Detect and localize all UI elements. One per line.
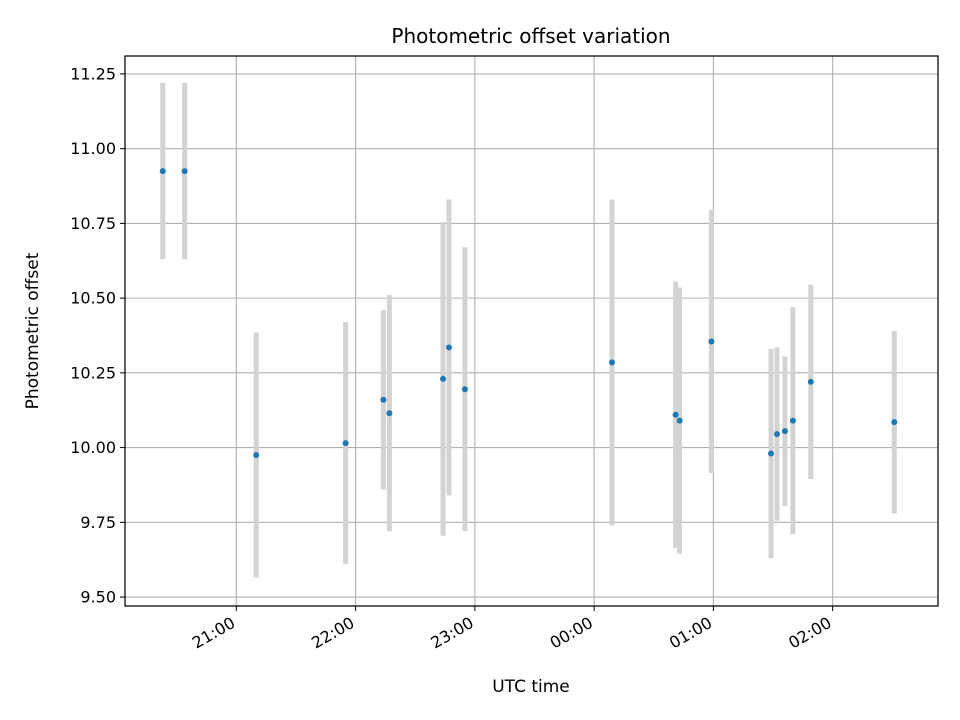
x-tick-label: 23:00 xyxy=(427,613,476,653)
data-point xyxy=(609,359,616,366)
data-point xyxy=(672,411,679,418)
data-point xyxy=(708,338,715,345)
data-point xyxy=(768,450,775,457)
x-tick-label: 01:00 xyxy=(666,613,715,653)
y-tick-label: 11.00 xyxy=(70,139,116,158)
y-tick-label: 9.75 xyxy=(80,513,116,532)
data-point xyxy=(446,344,453,351)
data-point xyxy=(159,168,166,175)
y-tick-label: 10.50 xyxy=(70,289,116,308)
data-point xyxy=(891,419,898,426)
data-point xyxy=(773,431,780,438)
data-point xyxy=(789,417,796,424)
data-point xyxy=(676,417,683,424)
y-tick-label: 10.25 xyxy=(70,363,116,382)
data-point xyxy=(181,168,188,175)
data-point xyxy=(386,410,393,417)
data-point xyxy=(807,378,814,385)
y-tick-label: 11.25 xyxy=(70,64,116,83)
y-tick-label: 9.50 xyxy=(80,588,116,607)
grid xyxy=(125,56,938,606)
data-point xyxy=(461,386,468,393)
data-point xyxy=(380,396,387,403)
data-point xyxy=(342,440,349,447)
data-points xyxy=(159,168,898,459)
x-axis-label: UTC time xyxy=(492,677,570,697)
y-tick-label: 10.75 xyxy=(70,214,116,233)
x-tick-label: 02:00 xyxy=(785,613,834,653)
x-tick-label: 22:00 xyxy=(308,613,357,653)
y-axis-label: Photometric offset xyxy=(23,252,43,409)
x-tick-label: 00:00 xyxy=(547,613,596,653)
y-tick-label: 10.00 xyxy=(70,438,116,457)
error-bars xyxy=(160,82,897,578)
x-tick-label: 21:00 xyxy=(189,613,238,653)
data-point xyxy=(440,375,447,382)
data-point xyxy=(253,452,260,459)
chart-title: Photometric offset variation xyxy=(391,24,670,48)
plot-frame xyxy=(124,55,939,607)
data-point xyxy=(781,428,788,435)
